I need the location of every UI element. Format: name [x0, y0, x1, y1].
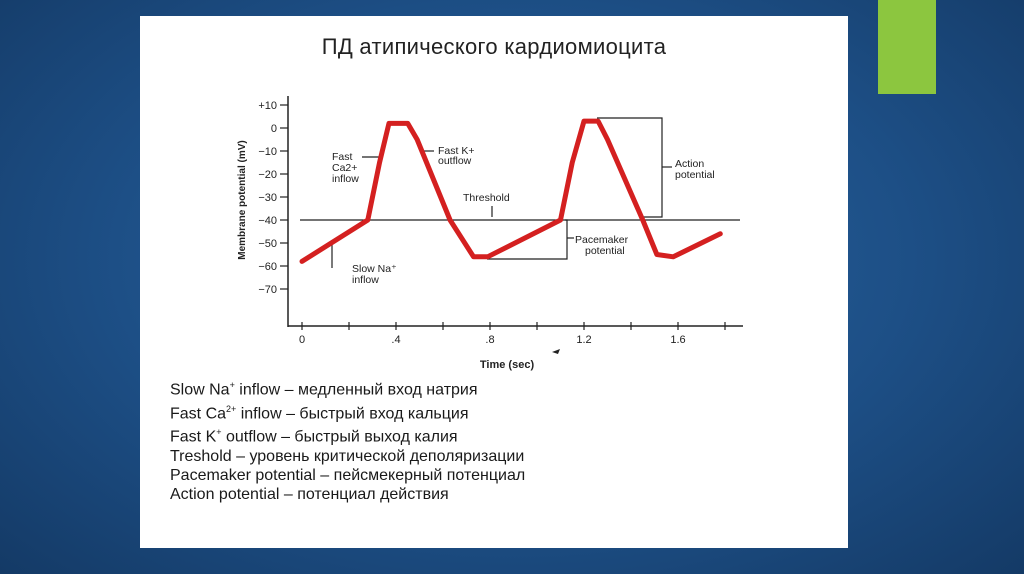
- x-tick-label: .8: [485, 334, 494, 346]
- legend-line: Pacemaker potential – пейсмекерный потен…: [170, 466, 525, 485]
- annotation-fast-ca: Fast Ca2+ inflow: [332, 151, 360, 185]
- legend-term: Fast Ca: [170, 404, 227, 422]
- legend-superscript: 2+: [226, 403, 237, 414]
- x-tick-label: 0: [299, 334, 305, 346]
- legend-line: Fast Ca2+ inflow – быстрый вход кальция: [170, 400, 525, 424]
- arrow-icon: [552, 349, 560, 354]
- x-tick-label: 1.2: [576, 334, 591, 346]
- legend-definition: outflow – быстрый выход калия: [221, 428, 458, 446]
- y-tick-label: −60: [258, 261, 277, 273]
- legend-superscript: +: [216, 427, 222, 438]
- legend-term: Treshold: [170, 447, 232, 465]
- pacemaker-bracket: [487, 219, 568, 260]
- legend-definition: – потенциал действия: [279, 486, 449, 504]
- y-tick-label: −40: [258, 215, 277, 227]
- legend-line: Action potential – потенциал действия: [170, 485, 525, 504]
- y-tick-label: −30: [258, 192, 277, 204]
- y-tick-label: −50: [258, 238, 277, 250]
- legend-line: Slow Na+ inflow – медленный вход натрия: [170, 376, 525, 400]
- x-tick-label: 1.6: [670, 334, 685, 346]
- legend-term: Pacemaker potential: [170, 467, 316, 485]
- content-panel: [140, 16, 848, 548]
- y-tick-label: 0: [271, 123, 277, 135]
- legend-term: Slow Na: [170, 381, 230, 399]
- annotation-threshold: Threshold: [463, 192, 510, 204]
- annotation-fast-k: Fast K+ outflow: [438, 145, 477, 167]
- accent-rectangle: [878, 0, 936, 94]
- x-tick-label: .4: [391, 334, 400, 346]
- legend-definition: inflow – быстрый вход кальция: [236, 404, 469, 422]
- legend-definition: – уровень критической деполяризации: [231, 447, 525, 465]
- legend-term: Action potential: [170, 486, 280, 504]
- legend-definition: – пейсмекерный потенциал: [315, 467, 526, 485]
- y-axis-label: Membrane potential (mV): [237, 140, 248, 259]
- y-tick-label: +10: [258, 100, 277, 112]
- annotation-slow-na: Slow Na⁺ inflow: [352, 263, 400, 286]
- y-tick-label: −20: [258, 169, 277, 181]
- x-axis-label: Time (sec): [480, 359, 535, 371]
- membrane-potential-line: [299, 118, 723, 264]
- slide-title: ПД атипического кардиомиоцита: [321, 34, 667, 59]
- legend-text: Slow Na+ inflow – медленный вход натрия F…: [170, 376, 525, 505]
- legend-line: Fast K+ outflow – быстрый выход калия: [170, 423, 525, 447]
- axes: [287, 96, 743, 327]
- annotation-action-potential: Action potential: [675, 158, 715, 181]
- annotation-pacemaker: Pacemaker potential: [575, 234, 631, 257]
- legend-line: Treshold – уровень критической деполяриз…: [170, 447, 525, 466]
- legend-term: Fast K: [170, 428, 217, 446]
- y-tick-label: −70: [258, 284, 277, 296]
- legend-superscript: +: [229, 380, 235, 390]
- y-tick-label: −10: [258, 146, 277, 158]
- legend-definition: inflow – медленный вход натрия: [234, 381, 478, 399]
